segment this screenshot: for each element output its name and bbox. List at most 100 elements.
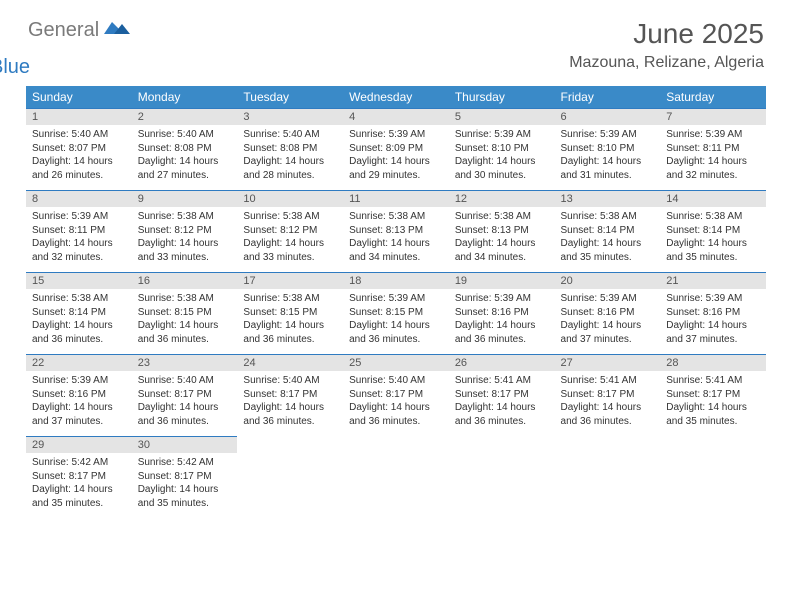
calendar-cell: 11Sunrise: 5:38 AMSunset: 8:13 PMDayligh…	[343, 190, 449, 272]
sunrise-line: Sunrise: 5:39 AM	[666, 128, 760, 142]
sunrise-line: Sunrise: 5:41 AM	[666, 374, 760, 388]
calendar-cell: 18Sunrise: 5:39 AMSunset: 8:15 PMDayligh…	[343, 272, 449, 354]
daylight-line: Daylight: 14 hours and 28 minutes.	[243, 155, 337, 182]
calendar-cell	[343, 436, 449, 518]
calendar-cell: 12Sunrise: 5:38 AMSunset: 8:13 PMDayligh…	[449, 190, 555, 272]
calendar-cell: 13 Sunrise: 5:38 AMSunset: 8:14 PMDayligh…	[555, 190, 661, 272]
calendar-cell: 3Sunrise: 5:40 AMSunset: 8:08 PMDaylight…	[237, 108, 343, 190]
sunset-line: Sunset: 8:11 PM	[32, 224, 126, 238]
daylight-line: Daylight: 14 hours and 36 minutes.	[138, 319, 232, 346]
calendar-cell: 19Sunrise: 5:39 AMSunset: 8:16 PMDayligh…	[449, 272, 555, 354]
brand-text-blue: Blue	[0, 56, 92, 79]
day-details: Sunrise: 5:41 AMSunset: 8:17 PMDaylight:…	[660, 371, 766, 432]
daylight-line: Daylight: 14 hours and 26 minutes.	[32, 155, 126, 182]
sunset-line: Sunset: 8:16 PM	[561, 306, 655, 320]
sunset-line: Sunset: 8:10 PM	[561, 142, 655, 156]
title-block: June 2025 Mazouna, Relizane, Algeria	[569, 18, 764, 72]
calendar-cell: 8 Sunrise: 5:39 AMSunset: 8:11 PMDaylight…	[26, 190, 132, 272]
daylight-line: Daylight: 14 hours and 37 minutes.	[32, 401, 126, 428]
day-number: 1	[26, 108, 132, 125]
sunset-line: Sunset: 8:17 PM	[455, 388, 549, 402]
day-details: Sunrise: 5:42 AMSunset: 8:17 PMDaylight:…	[132, 453, 238, 514]
day-details: Sunrise: 5:38 AMSunset: 8:12 PMDaylight:…	[132, 207, 238, 268]
day-details: Sunrise: 5:40 AMSunset: 8:17 PMDaylight:…	[132, 371, 238, 432]
day-number: 11	[343, 190, 449, 207]
day-number: 13	[555, 190, 661, 207]
day-number: 5	[449, 108, 555, 125]
sunset-line: Sunset: 8:14 PM	[666, 224, 760, 238]
day-details: Sunrise: 5:38 AMSunset: 8:14 PMDaylight:…	[26, 289, 132, 350]
location-text: Mazouna, Relizane, Algeria	[569, 54, 764, 72]
sunrise-line: Sunrise: 5:39 AM	[32, 210, 126, 224]
day-details: Sunrise: 5:41 AMSunset: 8:17 PMDaylight:…	[449, 371, 555, 432]
day-details: Sunrise: 5:39 AMSunset: 8:16 PMDaylight:…	[26, 371, 132, 432]
day-number: 3	[237, 108, 343, 125]
calendar-cell: 30Sunrise: 5:42 AMSunset: 8:17 PMDayligh…	[132, 436, 238, 518]
sunrise-line: Sunrise: 5:38 AM	[561, 210, 655, 224]
daylight-line: Daylight: 14 hours and 30 minutes.	[455, 155, 549, 182]
weekday-header: Sunday	[26, 86, 132, 108]
sunrise-line: Sunrise: 5:38 AM	[138, 292, 232, 306]
sunset-line: Sunset: 8:16 PM	[32, 388, 126, 402]
day-number: 12	[449, 190, 555, 207]
sunrise-line: Sunrise: 5:39 AM	[349, 128, 443, 142]
calendar-row: 29Sunrise: 5:42 AMSunset: 8:17 PMDayligh…	[26, 436, 766, 518]
day-number: 18	[343, 272, 449, 289]
calendar-cell: 2Sunrise: 5:40 AMSunset: 8:08 PMDaylight…	[132, 108, 238, 190]
calendar-cell: 15Sunrise: 5:38 AMSunset: 8:14 PMDayligh…	[26, 272, 132, 354]
sunset-line: Sunset: 8:14 PM	[32, 306, 126, 320]
daylight-line: Daylight: 14 hours and 29 minutes.	[349, 155, 443, 182]
weekday-header: Monday	[132, 86, 238, 108]
weekday-header-row: SundayMondayTuesdayWednesdayThursdayFrid…	[26, 86, 766, 108]
page-header: General Blue June 2025 Mazouna, Relizane…	[0, 0, 792, 80]
daylight-line: Daylight: 14 hours and 36 minutes.	[243, 401, 337, 428]
weekday-header: Saturday	[660, 86, 766, 108]
sunset-line: Sunset: 8:16 PM	[455, 306, 549, 320]
sunset-line: Sunset: 8:14 PM	[561, 224, 655, 238]
sunrise-line: Sunrise: 5:38 AM	[243, 292, 337, 306]
sunset-line: Sunset: 8:17 PM	[138, 388, 232, 402]
day-number: 15	[26, 272, 132, 289]
calendar-cell: 14Sunrise: 5:38 AMSunset: 8:14 PMDayligh…	[660, 190, 766, 272]
sunrise-line: Sunrise: 5:38 AM	[243, 210, 337, 224]
day-number: 28	[660, 354, 766, 371]
day-number: 25	[343, 354, 449, 371]
sunrise-line: Sunrise: 5:40 AM	[32, 128, 126, 142]
daylight-line: Daylight: 14 hours and 36 minutes.	[349, 319, 443, 346]
sunset-line: Sunset: 8:17 PM	[138, 470, 232, 484]
sunrise-line: Sunrise: 5:42 AM	[138, 456, 232, 470]
sunset-line: Sunset: 8:17 PM	[666, 388, 760, 402]
day-number: 23	[132, 354, 238, 371]
daylight-line: Daylight: 14 hours and 35 minutes.	[138, 483, 232, 510]
calendar-cell: 23Sunrise: 5:40 AMSunset: 8:17 PMDayligh…	[132, 354, 238, 436]
calendar-cell	[660, 436, 766, 518]
day-details: Sunrise: 5:41 AMSunset: 8:17 PMDaylight:…	[555, 371, 661, 432]
day-details: Sunrise: 5:40 AMSunset: 8:17 PMDaylight:…	[343, 371, 449, 432]
day-number: 8	[26, 190, 132, 207]
day-number: 21	[660, 272, 766, 289]
day-number: 6	[555, 108, 661, 125]
sunset-line: Sunset: 8:15 PM	[349, 306, 443, 320]
day-number: 10	[237, 190, 343, 207]
flag-icon	[104, 18, 130, 41]
day-number: 7	[660, 108, 766, 125]
calendar-cell: 17Sunrise: 5:38 AMSunset: 8:15 PMDayligh…	[237, 272, 343, 354]
sunrise-line: Sunrise: 5:38 AM	[455, 210, 549, 224]
calendar-cell: 16Sunrise: 5:38 AMSunset: 8:15 PMDayligh…	[132, 272, 238, 354]
calendar-cell: 20Sunrise: 5:39 AMSunset: 8:16 PMDayligh…	[555, 272, 661, 354]
sunset-line: Sunset: 8:13 PM	[349, 224, 443, 238]
day-details: Sunrise: 5:40 AMSunset: 8:17 PMDaylight:…	[237, 371, 343, 432]
day-details: Sunrise: 5:40 AMSunset: 8:07 PMDaylight:…	[26, 125, 132, 186]
day-details: Sunrise: 5:38 AMSunset: 8:14 PMDaylight:…	[660, 207, 766, 268]
sunrise-line: Sunrise: 5:38 AM	[666, 210, 760, 224]
sunset-line: Sunset: 8:07 PM	[32, 142, 126, 156]
calendar-cell: 29Sunrise: 5:42 AMSunset: 8:17 PMDayligh…	[26, 436, 132, 518]
daylight-line: Daylight: 14 hours and 34 minutes.	[455, 237, 549, 264]
sunset-line: Sunset: 8:15 PM	[243, 306, 337, 320]
day-details: Sunrise: 5:39 AMSunset: 8:16 PMDaylight:…	[449, 289, 555, 350]
calendar-cell	[237, 436, 343, 518]
daylight-line: Daylight: 14 hours and 36 minutes.	[455, 401, 549, 428]
daylight-line: Daylight: 14 hours and 32 minutes.	[32, 237, 126, 264]
daylight-line: Daylight: 14 hours and 35 minutes.	[561, 237, 655, 264]
day-number: 19	[449, 272, 555, 289]
